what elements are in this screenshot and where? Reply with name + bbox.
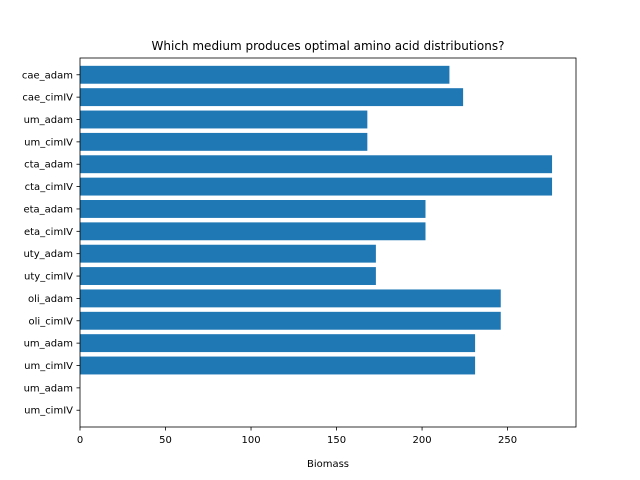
y-tick-label: um_adam bbox=[24, 383, 73, 394]
bar bbox=[80, 200, 426, 218]
bars-group bbox=[80, 65, 553, 375]
chart-title: Which medium produces optimal amino acid… bbox=[152, 39, 505, 53]
y-tick-label: um_cimIV bbox=[24, 137, 73, 148]
y-tick-label: cae_adam bbox=[22, 70, 73, 81]
y-tick-label: cta_adam bbox=[24, 160, 73, 171]
bar bbox=[80, 177, 553, 196]
x-tick-label: 150 bbox=[327, 435, 346, 446]
x-axis-label: Biomass bbox=[307, 459, 349, 470]
y-tick-label: eta_cimIV bbox=[24, 227, 73, 238]
bar bbox=[80, 244, 376, 263]
y-tick-label: uty_cimIV bbox=[24, 272, 73, 283]
bar bbox=[80, 110, 368, 129]
y-tick-label: uty_adam bbox=[23, 249, 73, 260]
bar bbox=[80, 155, 553, 174]
bar bbox=[80, 222, 426, 241]
bar bbox=[80, 334, 476, 353]
x-tick-label: 100 bbox=[241, 435, 260, 446]
y-tick-label: eta_adam bbox=[23, 204, 73, 215]
y-tick-label: cae_cimIV bbox=[22, 93, 73, 104]
y-tick-label: um_cimIV bbox=[24, 406, 73, 417]
bar bbox=[80, 65, 450, 84]
y-tick-label: cta_cimIV bbox=[25, 182, 74, 193]
x-tick-label: 0 bbox=[77, 435, 83, 446]
bar bbox=[80, 289, 501, 308]
bar bbox=[80, 356, 476, 375]
x-tick-label: 50 bbox=[159, 435, 172, 446]
y-tick-label: oli_adam bbox=[28, 294, 73, 305]
x-tick-label: 200 bbox=[413, 435, 432, 446]
y-tick-label: um_cimIV bbox=[24, 361, 73, 372]
y-axis-ticks: cae_adam cae_cimIV um_adam um_cimIV cta_adam… bbox=[22, 70, 80, 417]
x-axis-ticks: 0 50 100 150 200 250 bbox=[77, 427, 517, 446]
bar bbox=[80, 267, 376, 285]
y-tick-label: um_adam bbox=[24, 339, 73, 350]
bar bbox=[80, 311, 501, 330]
y-tick-label: um_adam bbox=[24, 115, 73, 126]
bar bbox=[80, 132, 368, 151]
bar bbox=[80, 88, 464, 107]
x-tick-label: 250 bbox=[498, 435, 517, 446]
y-tick-label: oli_cimIV bbox=[29, 316, 74, 327]
plot-frame bbox=[79, 57, 577, 428]
